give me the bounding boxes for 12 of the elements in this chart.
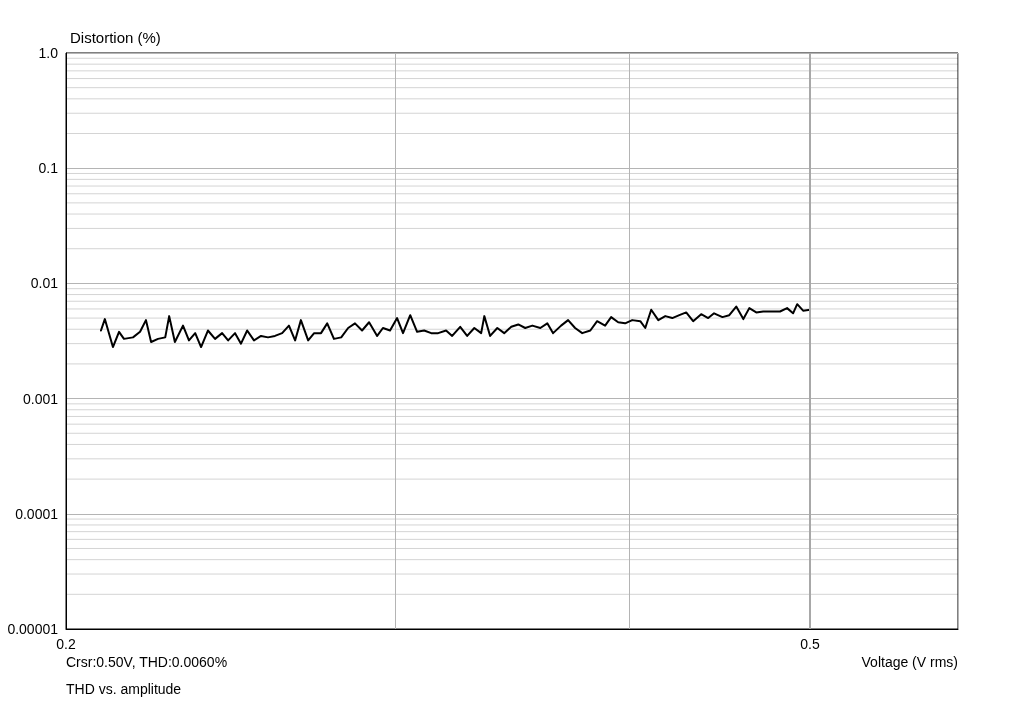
- y-tick-label: 0.1: [38, 160, 59, 177]
- y-tick-label: 0.0001: [15, 505, 59, 522]
- y-tick-label: 0.001: [22, 390, 59, 407]
- x-tick-label: 0.2: [56, 636, 76, 652]
- text: THD vs. amplitude: [66, 681, 182, 697]
- y-tick-label: 1.0: [38, 45, 59, 61]
- text: Crsr:0.50V, THD:0.0060%: [66, 654, 228, 670]
- y-axis-title: Distortion (%): [70, 29, 161, 46]
- x-axis-title: Voltage (V rms): [861, 654, 959, 670]
- y-tick-label: 0.00001: [7, 621, 59, 637]
- x-tick-label: 0.5: [800, 636, 820, 652]
- y-tick-label: 0.01: [30, 275, 59, 292]
